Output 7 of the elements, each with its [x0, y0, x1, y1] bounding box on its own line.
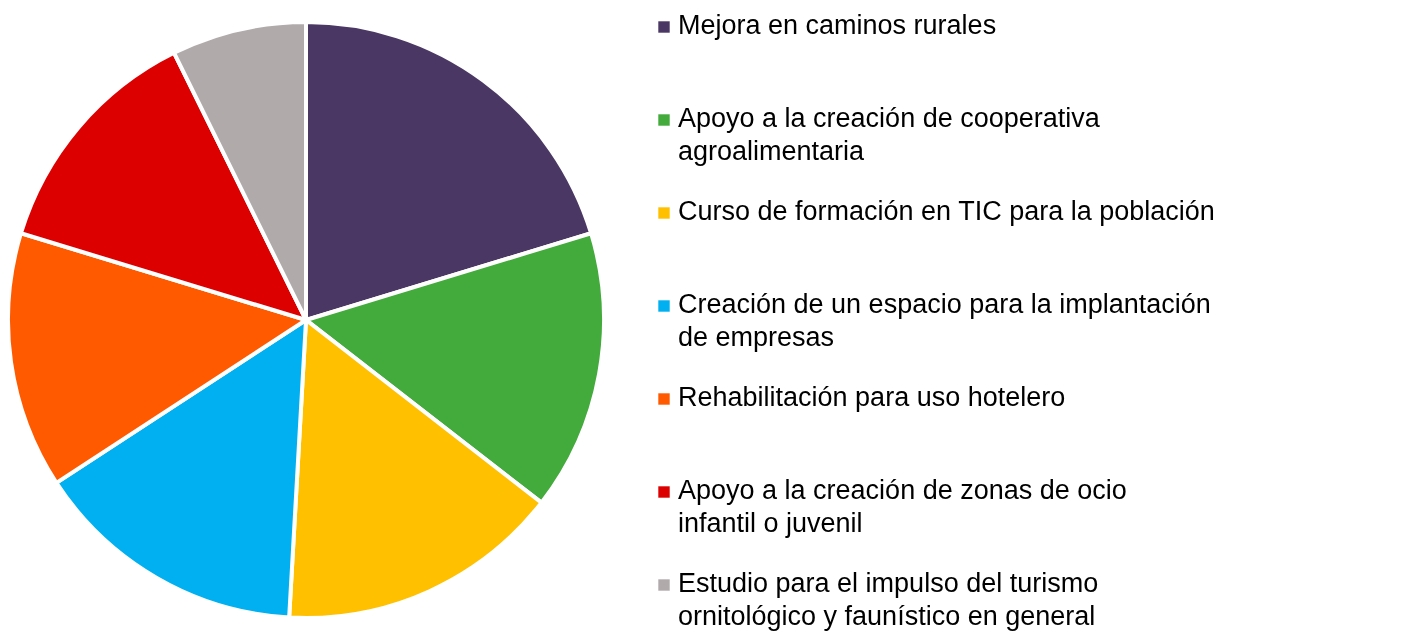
legend-label: Creación de un espacio para la implantación de empresas	[678, 289, 1211, 352]
legend-label: Mejora en caminos rurales	[678, 10, 997, 40]
legend-label: Apoyo a la creación de cooperativa agroalimentaria	[678, 103, 1101, 166]
legend-label: Estudio para el impulso del turismo ornitológico y faunístico en general	[678, 568, 1099, 631]
legend-label: Curso de formación en TIC para la población	[678, 196, 1215, 226]
legend-label: Rehabilitación para uso hotelero	[678, 382, 1066, 412]
legend-label: Apoyo a la creación de zonas de ocio infantil o juvenil	[678, 475, 1127, 538]
